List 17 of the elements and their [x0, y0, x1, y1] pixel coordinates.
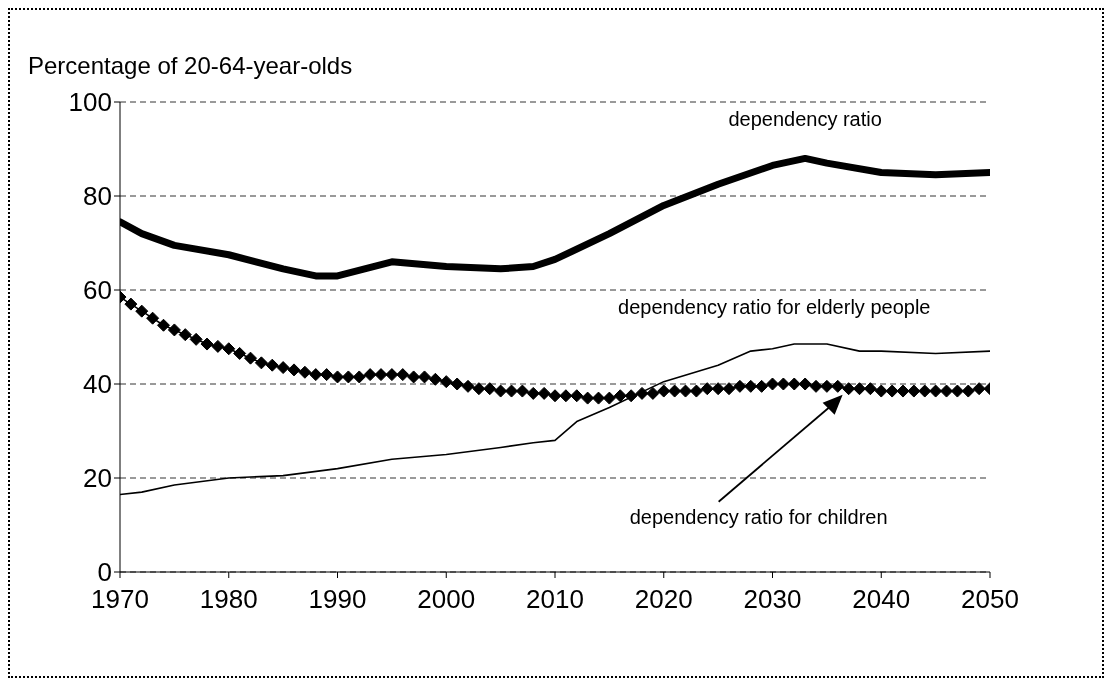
y-tick-label: 60	[83, 275, 112, 306]
y-tick-label: 80	[83, 181, 112, 212]
x-tick-label: 1980	[199, 584, 258, 615]
y-tick-label: 100	[68, 87, 112, 118]
series-label: dependency ratio	[728, 108, 882, 131]
x-tick-label: 2050	[961, 584, 1019, 615]
x-tick-label: 2030	[743, 584, 802, 615]
x-tick-label: 2000	[417, 584, 476, 615]
text: dependency ratio for children	[629, 505, 888, 528]
y-axis-title: Percentage of 20-64-year-olds	[28, 52, 354, 81]
x-tick-label: 1990	[308, 584, 367, 615]
y-tick-label: 40	[83, 369, 112, 400]
x-tick-label: 2040	[852, 584, 911, 615]
x-tick-label: 2020	[634, 584, 693, 615]
series-label: dependency ratio for elderly people	[618, 296, 931, 319]
x-tick-label: 2010	[526, 584, 584, 615]
y-tick-label: 20	[83, 463, 112, 494]
